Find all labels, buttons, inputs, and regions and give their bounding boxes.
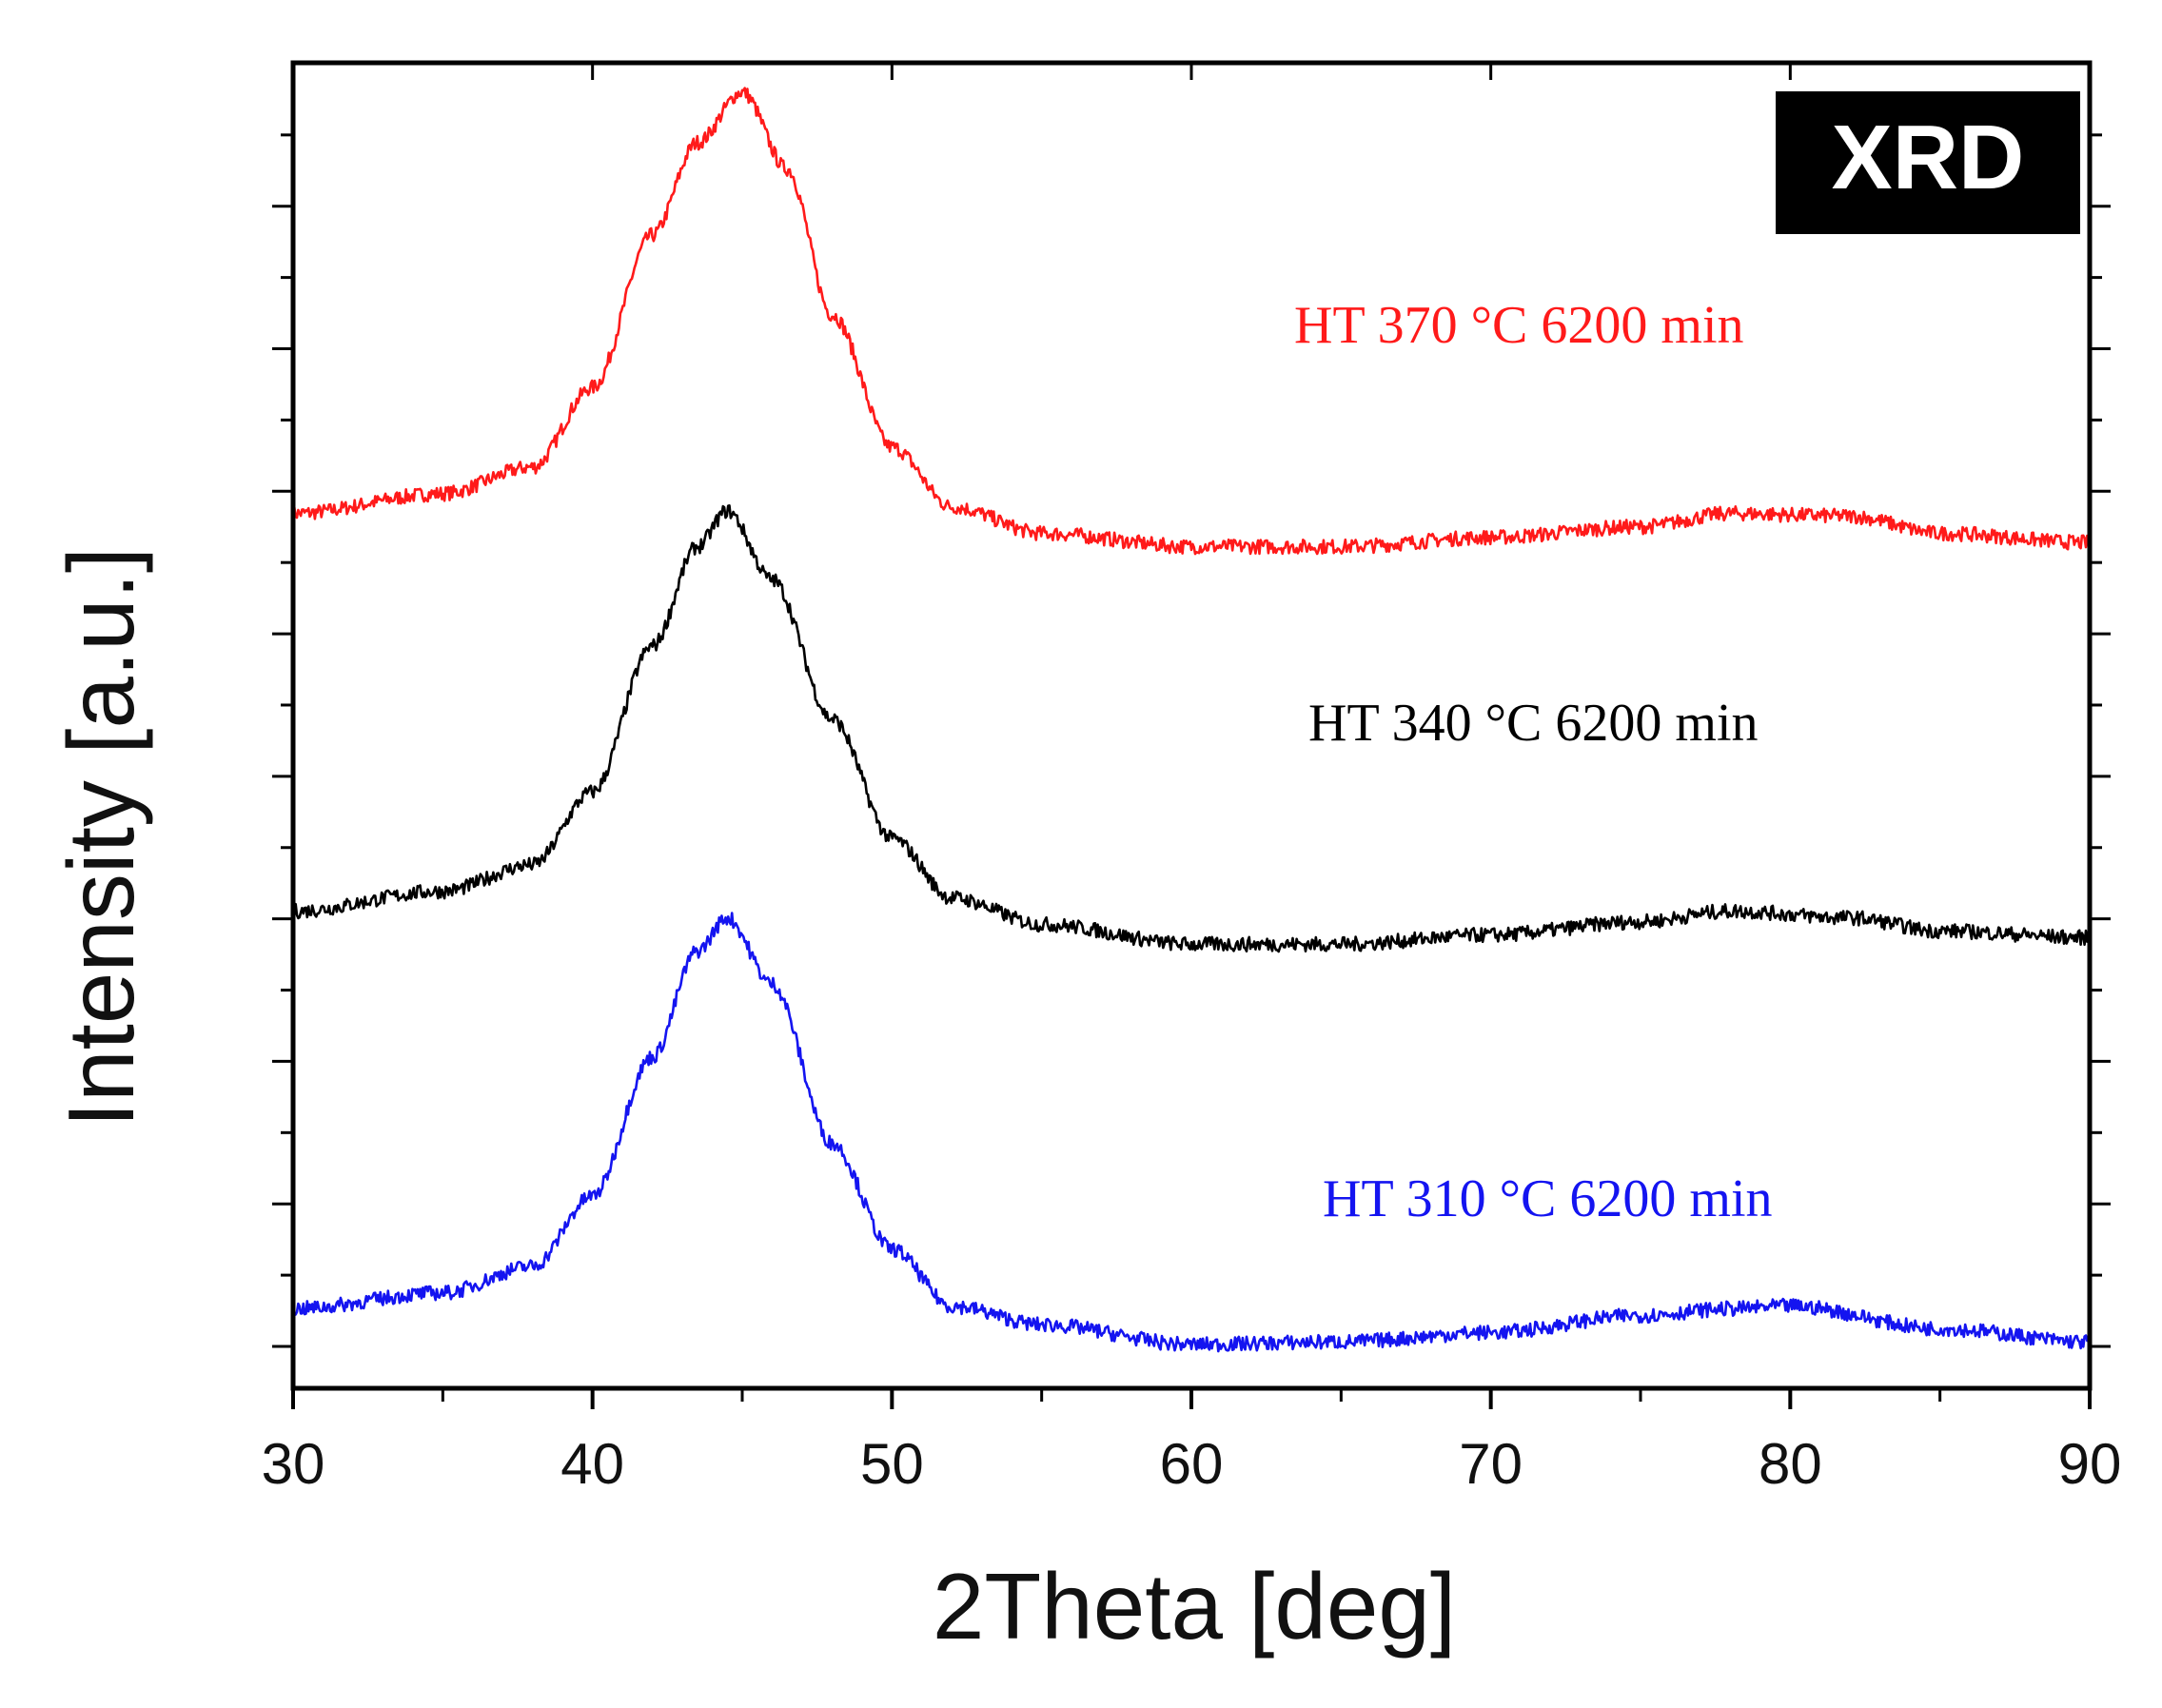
x-tick-label-40: 40 (560, 1432, 624, 1496)
xrd-badge: XRD (1776, 91, 2080, 234)
x-tick-label-60: 60 (1160, 1432, 1224, 1496)
series-label-3: HT 310 °C 6200 min (1323, 1169, 1773, 1228)
series-label-2: HT 340 °C 6200 min (1308, 694, 1759, 753)
plot-frame (290, 60, 2093, 1391)
x-tick-label-90: 90 (2058, 1432, 2122, 1496)
x-tick-label-70: 70 (1459, 1432, 1523, 1496)
x-tick-label-30: 30 (262, 1432, 325, 1496)
xrd-badge-text: XRD (1832, 107, 2025, 208)
xrd-badge-box (1776, 91, 2080, 234)
x-ticks: 30 40 50 60 70 80 90 (262, 63, 2122, 1496)
y-axis-title: Intensity [a.u.] (49, 547, 153, 1128)
series-line-1 (291, 87, 2091, 556)
series-labels: HT 370 °C 6200 min HT 340 °C 6200 min HT 3… (1294, 296, 1773, 1228)
series-line-3 (291, 912, 2092, 1353)
x-tick-label-50: 50 (860, 1432, 924, 1496)
x-axis-title: 2Theta [deg] (933, 1554, 1456, 1659)
series-line-2 (291, 504, 2092, 953)
x-tick-label-80: 80 (1759, 1432, 1822, 1496)
series-layer (291, 87, 2092, 1353)
series-label-1: HT 370 °C 6200 min (1294, 296, 1744, 355)
